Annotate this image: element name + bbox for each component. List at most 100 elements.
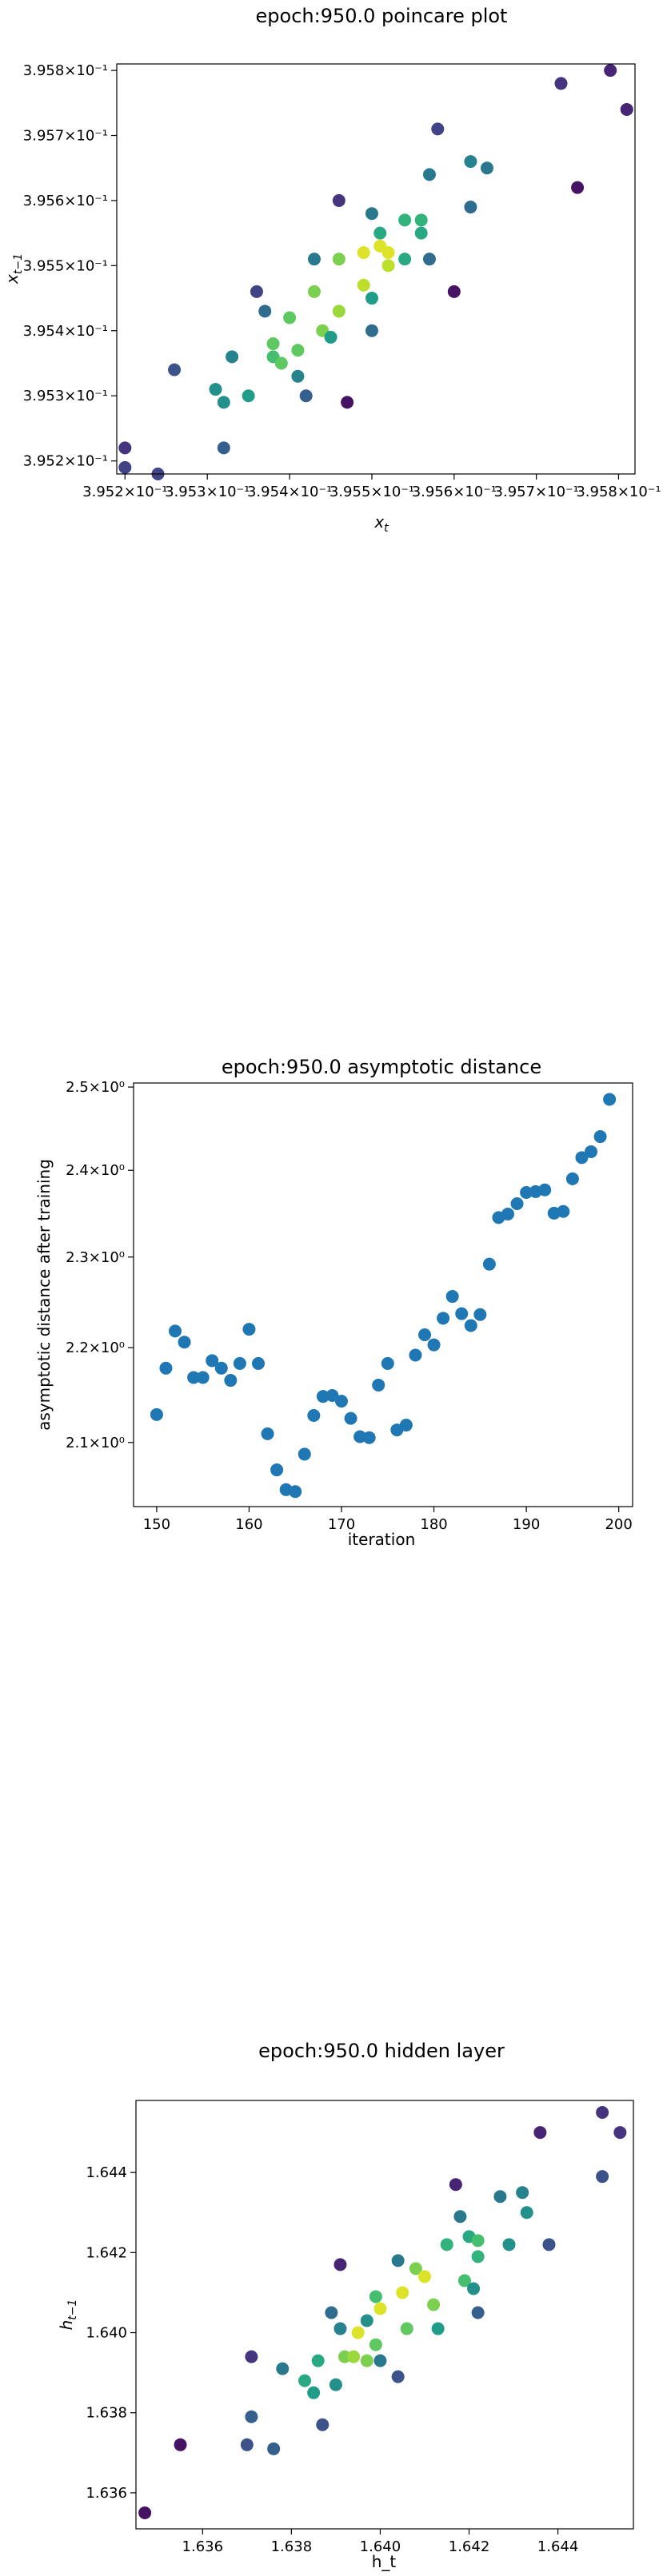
data-point (427, 1338, 441, 1352)
data-point (603, 1093, 617, 1106)
data-point (178, 1336, 191, 1349)
y-tick-label: 1.638 (86, 2405, 127, 2422)
data-point (396, 2286, 409, 2299)
x-axis-label: iteration (348, 1530, 416, 1549)
data-point (324, 330, 337, 344)
data-point (585, 1145, 597, 1158)
x-tick-label: 1.640 (360, 2538, 401, 2555)
y-tick-label: 2.3×10⁰ (66, 1249, 125, 1266)
data-point (502, 2238, 516, 2252)
x-axis-label: xt (373, 512, 389, 535)
data-point (357, 278, 370, 292)
data-point (445, 1290, 459, 1304)
data-point (455, 1307, 469, 1320)
data-point (214, 1361, 228, 1375)
data-point (369, 2290, 382, 2303)
data-point (431, 2322, 445, 2335)
x-tick-label: 170 (328, 1516, 355, 1533)
data-point (391, 2254, 405, 2267)
data-point (593, 1130, 607, 1144)
data-point (233, 1356, 246, 1370)
data-point (365, 207, 378, 221)
data-points (138, 2106, 627, 2519)
x-tick-label: 190 (513, 1516, 540, 1533)
data-point (252, 1356, 265, 1370)
y-tick-label: 1.640 (86, 2325, 127, 2342)
data-point (400, 2322, 413, 2335)
chart-title: epoch:950.0 hidden layer (258, 2040, 505, 2062)
data-point (372, 1378, 385, 1392)
y-tick-label: 2.5×10⁰ (66, 1079, 125, 1096)
data-point (369, 2338, 382, 2351)
data-point (516, 2186, 529, 2200)
x-tick-label: 3.957×10⁻¹ (494, 484, 579, 500)
data-point (357, 246, 370, 260)
data-point (501, 1208, 514, 1221)
data-point (471, 2306, 485, 2319)
x-tick-label: 1.642 (449, 2538, 490, 2555)
data-point (138, 2506, 152, 2519)
hidden-layer-plot: epoch:950.0 hidden layer 1.636 1.638 1.640… (57, 2040, 634, 2571)
data-point (596, 2170, 609, 2184)
y-tick-label: 3.957×10⁻¹ (23, 128, 108, 145)
data-point (307, 1409, 321, 1423)
data-point (417, 2270, 431, 2283)
data-point (596, 2106, 609, 2120)
data-point (449, 2178, 462, 2192)
y-tick-label: 1.644 (86, 2164, 127, 2181)
y-axis-label: asymptotic distance after training (34, 1159, 54, 1431)
x-tick-label: 3.956×10⁻¹ (412, 484, 497, 500)
data-point (620, 102, 633, 116)
data-point (538, 1183, 552, 1196)
data-point (557, 1204, 570, 1218)
asymptotic-distance-plot: epoch:950.0 asymptotic distance 150 160 17… (34, 1056, 633, 1549)
data-point (332, 305, 345, 318)
poincare-plot: epoch:950.0 poincare plot 3.952×10⁻¹3.95… (2, 5, 661, 535)
data-point (422, 168, 436, 181)
y-tick-label: 3.956×10⁻¹ (23, 193, 108, 209)
data-point (291, 369, 305, 383)
data-point (242, 389, 255, 403)
x-tick-label: 180 (420, 1516, 447, 1533)
data-point (224, 1374, 238, 1388)
data-point (422, 253, 436, 266)
data-point (398, 253, 412, 266)
data-point (266, 337, 280, 351)
data-point (270, 1463, 284, 1477)
data-point (169, 1324, 182, 1338)
data-point (391, 2370, 405, 2383)
x-tick-label: 200 (605, 1516, 632, 1533)
data-point (316, 1390, 330, 1403)
data-point (493, 2190, 507, 2204)
data-point (289, 1485, 302, 1499)
data-point (473, 1308, 487, 1321)
data-point (482, 1257, 496, 1271)
data-point (533, 2126, 547, 2140)
x-tick-label: 150 (143, 1516, 170, 1533)
data-point (226, 350, 239, 364)
data-point (334, 2322, 347, 2335)
x-tick-label: 3.953×10⁻¹ (165, 484, 250, 500)
data-point (467, 2282, 481, 2295)
data-point (168, 363, 182, 376)
data-point (206, 1354, 219, 1368)
data-point (261, 1427, 274, 1440)
data-point (431, 122, 445, 136)
data-point (338, 2350, 352, 2363)
chart-title: epoch:950.0 poincare plot (256, 5, 508, 27)
data-point (453, 2210, 467, 2224)
y-tick-label: 2.4×10⁰ (66, 1162, 125, 1179)
data-point (325, 2306, 338, 2319)
y-tick-label: 1.642 (86, 2244, 127, 2261)
data-point (399, 1419, 413, 1432)
data-point (332, 193, 345, 207)
data-point (362, 1431, 376, 1444)
data-point (447, 285, 461, 298)
data-point (274, 356, 288, 370)
data-point (311, 2354, 325, 2367)
data-point (571, 181, 585, 194)
data-point (299, 389, 313, 403)
data-point (398, 213, 412, 227)
data-point (335, 1395, 348, 1408)
data-point (565, 1172, 579, 1185)
